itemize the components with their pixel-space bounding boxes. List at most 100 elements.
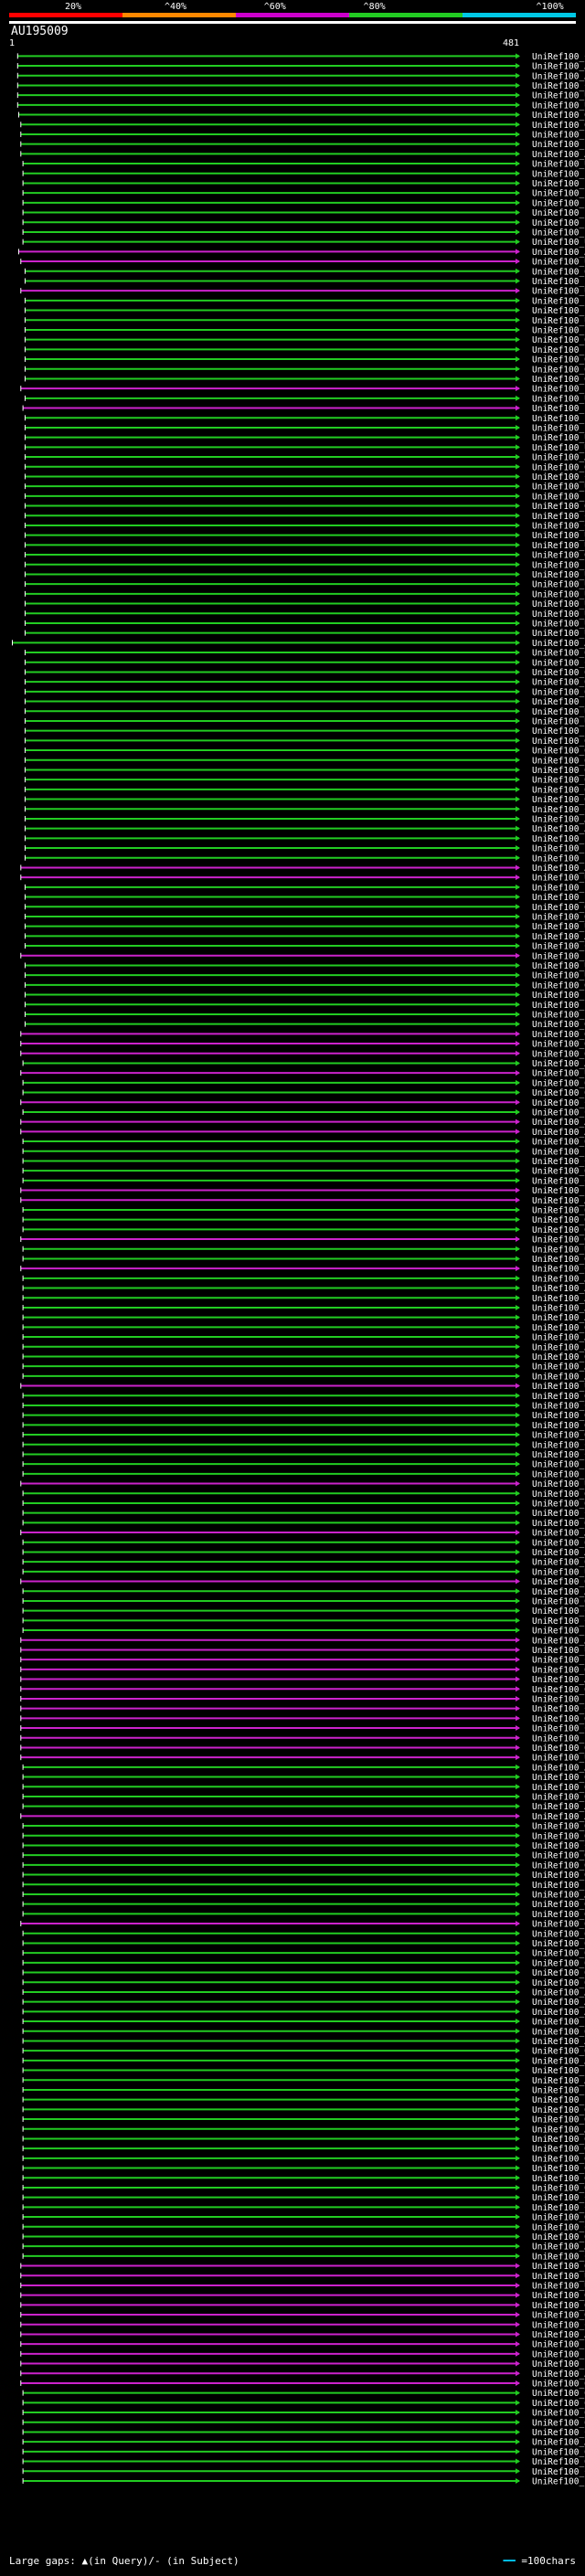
hit-label: UniRef100_Q7YZI8 (532, 1714, 585, 1724)
hit-end-arrow (516, 2400, 520, 2406)
hit-row: UniRef100_B2DKJ0 (22, 1881, 585, 1891)
hit-end-arrow (516, 444, 520, 451)
hit-end-arrow (516, 806, 520, 812)
hit-end-arrow (516, 170, 520, 176)
hit-end-arrow (516, 2312, 520, 2318)
hit-end-arrow (516, 395, 520, 401)
hit-label: UniRef100_Q6CQ29 (532, 1538, 585, 1548)
hit-label: UniRef100_Q6US89 (532, 2447, 585, 2457)
hit-label: UniRef100_Q5CA25 (532, 649, 585, 659)
hit-row: UniRef100_Q7YZJ2 (22, 1225, 585, 1235)
hit-label: UniRef100_Q5II2C (532, 1499, 585, 1509)
hit-end-arrow (516, 1041, 520, 1047)
hit-row: UniRef100_Q6FLU9 (22, 1323, 585, 1333)
hit-row: UniRef100_A9CPD5 (24, 932, 585, 942)
hit-row: UniRef100_Q81JU5 (22, 2135, 585, 2145)
hit-label: UniRef100_UPI000... (532, 2272, 585, 2282)
hit-label: UniRef100_B2DKJ0 (532, 1881, 585, 1891)
hit-label: UniRef100_C1MK97 (532, 1656, 585, 1666)
hit-end-arrow (516, 336, 520, 343)
hit-label: UniRef100_A0CNZ3 (532, 1313, 585, 1323)
hit-label: UniRef100_Q23XA5 (532, 2213, 585, 2223)
hit-end-arrow (516, 875, 520, 881)
hit-row: UniRef100_Q9AGI6 (22, 2399, 585, 2409)
hit-end-arrow (516, 278, 520, 284)
hit-row: UniRef100_C1MK97 (20, 1656, 585, 1666)
hit-row: UniRef100_C1IZ09 (20, 2320, 585, 2330)
hit-label: UniRef100_A4R248 (532, 2008, 585, 2018)
hit-label: UniRef100_Q6TP37 (532, 1783, 585, 1793)
hit-end-arrow (516, 2233, 520, 2240)
scale-legend-text: =100chars (521, 2555, 576, 2567)
hit-label: UniRef100_UPI000... (532, 570, 585, 580)
hit-row: UniRef100_B9HX04 (24, 893, 585, 903)
hit-label: UniRef100_B4DU71 (532, 277, 585, 287)
hit-row: UniRef100_UPI000... (24, 716, 585, 726)
hit-row: UniRef100_C8ZID9 (22, 1450, 585, 1460)
hit-end-arrow (516, 2429, 520, 2435)
hit-row: UniRef100_A2Q7F2 (22, 1587, 585, 1597)
hit-row: UniRef100_A7TE49 (22, 1548, 585, 1558)
hit-row: UniRef100_Q5KTX1 (22, 1392, 585, 1402)
identity-scale-segment (349, 13, 463, 17)
hit-label: UniRef100_B3SC78 (532, 325, 585, 335)
hit-end-arrow (516, 1168, 520, 1174)
hit-end-arrow (516, 835, 520, 842)
hit-end-arrow (516, 1705, 520, 1712)
hit-row: UniRef100_C3Y9I6 (24, 521, 585, 531)
hit-row: UniRef100_UPI000... (24, 443, 585, 453)
hit-row: UniRef100_B4DU71 (24, 277, 585, 287)
hit-row: UniRef100_UPI000... (20, 287, 585, 297)
hit-row: UniRef100_Q7RT64 (22, 1860, 585, 1871)
hit-label: UniRef100_B6UUV6 (532, 560, 585, 570)
hit-label: UniRef100_C4LVB2 (532, 2222, 585, 2232)
hit-end-arrow (516, 122, 520, 128)
hit-row: UniRef100_UPI000... (16, 101, 585, 111)
hit-row: UniRef100_B4LPV3 (22, 2476, 585, 2486)
hit-row: UniRef100_UPI000... (24, 531, 585, 541)
hit-row: UniRef100_Q00212 (22, 1968, 585, 1978)
hit-row: UniRef100_Q8MVP2 (20, 2379, 585, 2389)
hit-end-arrow (516, 864, 520, 871)
hit-row: UniRef100_Q9Y7G9 (22, 1831, 585, 1841)
hit-end-arrow (516, 1206, 520, 1213)
hit-label: UniRef100_A2Q7F2 (532, 1587, 585, 1597)
hit-row: UniRef100_UPI000... (24, 433, 585, 443)
hit-row: UniRef100_C5DW66 (22, 1401, 585, 1411)
hit-label: UniRef100_Q9Y7G9 (532, 1831, 585, 1841)
hit-end-arrow (516, 2273, 520, 2279)
hit-end-arrow (516, 228, 520, 235)
hit-end-arrow (516, 913, 520, 919)
hit-label: UniRef100_UPI000... (532, 531, 585, 541)
hit-label: UniRef100_A3E2F3 (532, 1890, 585, 1900)
hit-label: UniRef100_P36183 (532, 991, 585, 1001)
hit-label: UniRef100_Q4XKH8 (532, 1411, 585, 1421)
hit-row: UniRef100_Q9UY78 (20, 2291, 585, 2301)
hit-end-arrow (516, 190, 520, 196)
hit-end-arrow (516, 141, 520, 147)
hit-row: UniRef100_A9V7E0 (22, 1763, 585, 1773)
identity-legend: 20% ^40% ^60% ^80% ^100% (9, 2, 576, 24)
hit-label: UniRef100_C4QSE2 (532, 1617, 585, 1627)
hit-end-arrow (516, 1373, 520, 1379)
hit-row: UniRef100_A8J138 (20, 1529, 585, 1539)
hit-label: UniRef100_C5XHQ1 (532, 512, 585, 522)
hit-label: UniRef100_Q3UBU0 (532, 766, 585, 776)
hit-end-arrow (516, 640, 520, 646)
hit-row: UniRef100_Q9XBN8 (22, 2145, 585, 2155)
hit-row: UniRef100_B9GJS4 (24, 883, 585, 893)
hit-row: UniRef100_C5E4Q6 (22, 1176, 585, 1186)
hit-row: UniRef100_Q28BS3 (22, 1088, 585, 1098)
hit-row: UniRef100_Q5II21 (22, 1596, 585, 1606)
hit-row: UniRef100_UPI000... (24, 922, 585, 932)
hit-end-arrow (516, 1050, 520, 1056)
hit-label: UniRef100_P02829 (532, 1469, 585, 1479)
hit-label: UniRef100_Q8S8Z1 (532, 1822, 585, 1832)
hit-row: UniRef100_B6JYK3 (22, 2085, 585, 2095)
hit-row: UniRef100_C4LVB2 (22, 2222, 585, 2232)
hit-row: UniRef100_UPI000... (20, 2281, 585, 2291)
hit-row: UniRef100_B5DG64 (20, 1694, 585, 1704)
hit-label: UniRef100_Q0Z9G9 (532, 795, 585, 805)
hit-end-arrow (516, 2302, 520, 2308)
hit-label: UniRef100_UPI000... (532, 443, 585, 453)
